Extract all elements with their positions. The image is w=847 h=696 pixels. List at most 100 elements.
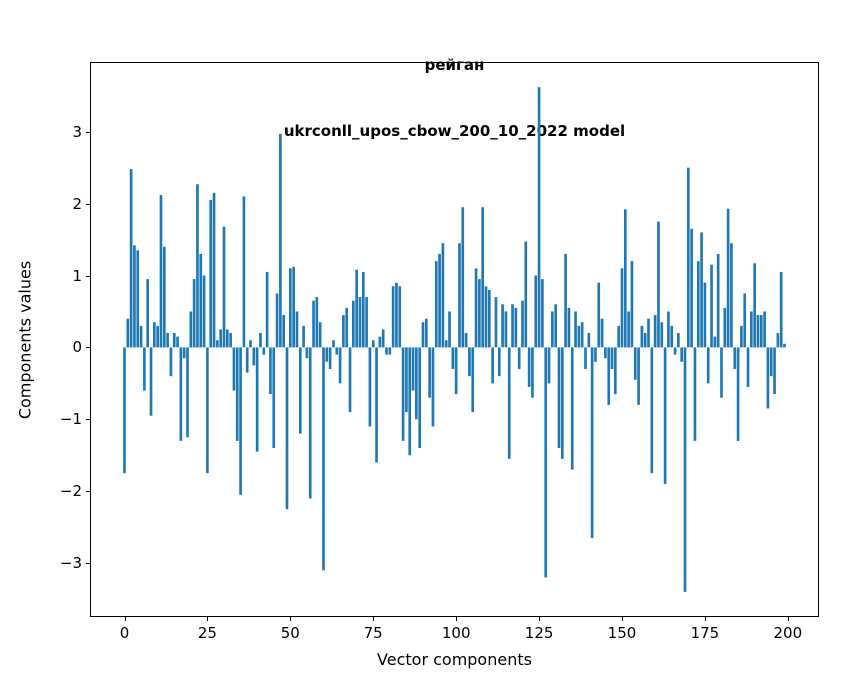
y-tick-label: 2 [72,194,82,213]
bar [295,311,299,348]
y-tick-mark [86,347,90,349]
bar [680,347,684,362]
bar [388,347,392,355]
bar [617,325,620,348]
bar [544,347,548,578]
bar [182,347,186,359]
bar [733,347,737,369]
bar [146,279,150,348]
bar [202,275,206,348]
bar [726,208,730,348]
chart-title-line1: рейган [424,56,485,74]
y-tick-mark [86,419,90,421]
chart-title: рейган ukrconll_upos_cbow_200_10_2022 mo… [90,10,819,186]
bar [667,311,670,348]
bar [494,297,498,348]
plot-area [90,62,819,617]
y-tick-mark [86,131,90,133]
bar [342,315,345,348]
bar [133,245,136,348]
x-tick-mark [704,617,706,621]
bar [580,322,584,348]
bar [325,347,329,362]
bar [302,325,305,348]
bar [408,347,412,456]
y-tick-mark [86,275,90,277]
bar [564,253,567,348]
bar [312,300,315,348]
chart-title-line2: ukrconll_upos_cbow_200_10_2022 model [283,122,626,140]
bar [156,325,159,348]
bar [219,329,222,348]
y-tick-label: 3 [72,122,82,141]
bar [640,325,644,348]
bar [153,322,156,348]
bar [750,311,753,348]
bar [252,347,256,366]
bar [716,253,720,348]
bar [381,329,385,348]
bar [405,347,408,413]
x-tick-mark [290,617,292,621]
x-tick-mark [456,617,458,621]
bar [428,347,431,398]
bar [753,263,756,348]
bar [186,347,189,438]
bar [368,347,372,427]
bar [454,347,458,395]
bar [196,184,199,348]
bar [710,264,713,348]
bar [610,347,614,369]
bar [690,228,693,348]
bar [222,226,226,348]
x-tick-label: 75 [363,624,383,642]
y-tick-label: 1 [72,266,82,285]
bar [471,347,475,413]
bar [169,347,173,377]
bar [776,333,780,348]
bar [600,318,604,348]
bar [570,347,574,470]
bar [348,347,352,413]
bar [730,243,733,348]
y-tick-mark [86,203,90,205]
x-tick-mark [622,617,623,621]
bar [352,300,355,348]
x-tick-mark [124,617,126,621]
bar [670,325,674,348]
axes-frame [90,62,819,617]
bar [706,347,710,384]
bar [361,271,365,348]
y-tick-label: 0 [72,338,82,357]
bar [239,347,242,495]
bar [756,315,760,348]
bar [129,169,133,348]
x-tick-mark [207,617,209,621]
bar [322,347,325,571]
bar [285,347,289,510]
bar [212,192,216,348]
bar [683,347,687,592]
bar [474,268,478,348]
bar [584,347,587,369]
x-tick-label: 125 [524,624,554,642]
bar [206,347,209,474]
bar [345,307,349,348]
bar [507,347,511,459]
bar [192,279,196,348]
bar [511,304,514,348]
bar [269,347,272,395]
bar [275,293,279,348]
bar [468,347,471,377]
bar [225,329,229,348]
bar [292,266,295,348]
bar [517,347,521,369]
bar [607,347,611,405]
bar [451,347,455,369]
bar [551,311,554,348]
bar [673,347,677,355]
bar [653,315,657,348]
bar [630,261,634,348]
y-tick-mark [86,491,90,493]
x-tick-label: 0 [119,624,130,642]
